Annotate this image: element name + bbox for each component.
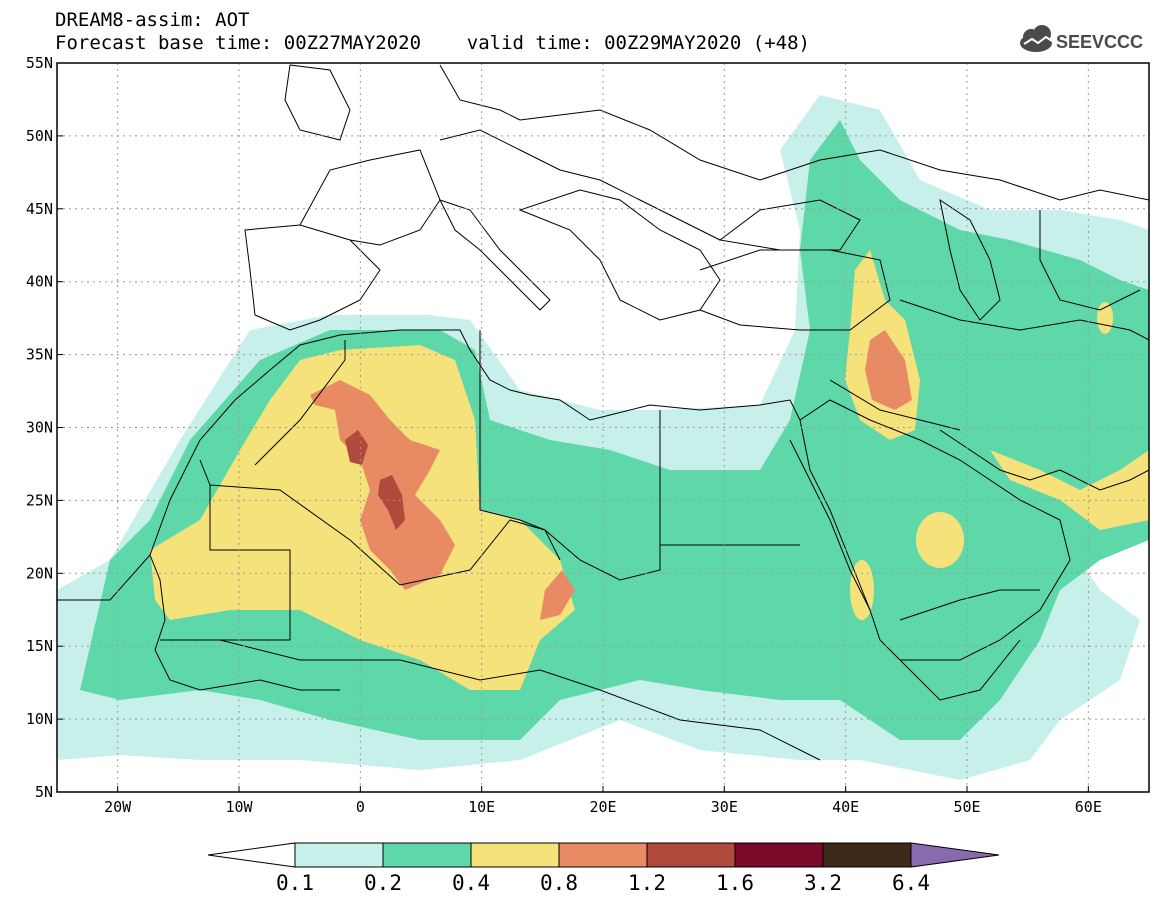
border-central-asia bbox=[1039, 210, 1141, 311]
lon-tick-label: 50E bbox=[953, 798, 980, 816]
italy bbox=[439, 199, 551, 311]
lon-tick-label: 20E bbox=[589, 798, 616, 816]
forecast-time-label: Forecast base time: 00Z27MAY2020 valid t… bbox=[55, 32, 810, 54]
lat-tick-label: 35N bbox=[26, 346, 53, 364]
colorbar-label: 1.2 bbox=[628, 871, 666, 895]
lon-tick-label: 0 bbox=[356, 798, 365, 816]
colorbar-swatch bbox=[294, 842, 384, 868]
caspian bbox=[939, 198, 1001, 321]
border-morocco bbox=[254, 340, 346, 466]
colorbar-swatch bbox=[470, 842, 560, 868]
colorbar-label: 3.2 bbox=[804, 871, 842, 895]
colorbar-under-arrow bbox=[207, 842, 296, 868]
lon-tick-label: 20W bbox=[104, 798, 132, 816]
france bbox=[299, 149, 441, 246]
lat-tick-label: 15N bbox=[26, 637, 53, 655]
lat-tick-label: 20N bbox=[26, 564, 53, 582]
lat-tick-label: 10N bbox=[26, 710, 53, 728]
chart-title: DREAM8-assim: AOT bbox=[55, 9, 250, 31]
colorbar: 0.1 0.2 0.4 0.8 1.2 1.6 3.2 6.4 bbox=[207, 842, 1000, 895]
lat-tick-label: 5N bbox=[35, 783, 53, 801]
lon-tick-label: 10E bbox=[468, 798, 495, 816]
lat-tick-label: 30N bbox=[26, 419, 53, 437]
seevccc-logo: SEEVCCC bbox=[1020, 25, 1143, 52]
red-sea bbox=[789, 439, 871, 611]
aot-band-0.8-arabia bbox=[865, 330, 912, 410]
grid-lines bbox=[57, 62, 1149, 793]
border-sahel bbox=[219, 639, 821, 761]
aot-band-0.4-gulf bbox=[990, 450, 1149, 530]
uk bbox=[284, 64, 351, 141]
colorbar-swatch bbox=[382, 842, 472, 868]
aot-field bbox=[57, 95, 1149, 780]
africa-west-coast bbox=[149, 554, 340, 691]
aot-band-1.2 bbox=[345, 430, 368, 465]
border-central-europe bbox=[439, 129, 721, 241]
iberia bbox=[244, 224, 381, 331]
colorbar-label: 0.4 bbox=[452, 871, 490, 895]
aot-band-1.2-b bbox=[378, 475, 405, 530]
colorbar-over-arrow bbox=[910, 842, 1000, 868]
india-coast bbox=[1059, 469, 1149, 491]
colorbar-swatch bbox=[734, 842, 824, 868]
colorbar-swatch bbox=[558, 842, 648, 868]
border-east-europe bbox=[519, 109, 1149, 201]
lon-tick-label: 30E bbox=[711, 798, 738, 816]
colorbar-label: 0.2 bbox=[364, 871, 402, 895]
lat-tick-label: 25N bbox=[26, 491, 53, 509]
coastlines-borders bbox=[57, 64, 1149, 761]
border-algeria-libya bbox=[479, 330, 546, 531]
colorbar-label: 6.4 bbox=[892, 871, 930, 895]
border-scandinavia bbox=[439, 64, 521, 121]
aot-band-0.8-chad bbox=[540, 570, 575, 620]
lat-tick-label: 45N bbox=[26, 200, 53, 218]
lon-tick-label: 60E bbox=[1075, 798, 1102, 816]
colorbar-label: 0.8 bbox=[540, 871, 578, 895]
persian-gulf bbox=[939, 429, 1061, 481]
border-mali-niger bbox=[209, 484, 561, 586]
colorbar-label: 1.6 bbox=[716, 871, 754, 895]
black-sea bbox=[718, 199, 861, 251]
arabia bbox=[799, 399, 1071, 661]
lat-tick-label: 55N bbox=[26, 54, 53, 72]
aot-band-0.4-spot bbox=[916, 512, 964, 568]
iran-pakistan bbox=[899, 299, 1149, 341]
lon-tick-label: 10W bbox=[225, 798, 253, 816]
lon-tick-label: 40E bbox=[832, 798, 859, 816]
africa-coast bbox=[57, 329, 1021, 701]
logo-text: SEEVCCC bbox=[1056, 32, 1143, 52]
colorbar-label: 0.1 bbox=[276, 871, 314, 895]
border-saudi-yemen bbox=[899, 589, 1040, 621]
border-iraq-saudi bbox=[829, 379, 961, 431]
colorbar-swatch bbox=[646, 842, 736, 868]
balkans bbox=[518, 189, 721, 321]
cloud-icon bbox=[1020, 25, 1053, 52]
aot-band-0.4-iran bbox=[1097, 302, 1113, 334]
axis-ticks: 20W 10W 0 10E 20E 30E 40E 50E 60E 55N 50N 45N 40N 35N… bbox=[26, 54, 1102, 816]
lat-tick-label: 50N bbox=[26, 127, 53, 145]
lat-tick-label: 40N bbox=[26, 273, 53, 291]
colorbar-swatch bbox=[822, 842, 912, 868]
